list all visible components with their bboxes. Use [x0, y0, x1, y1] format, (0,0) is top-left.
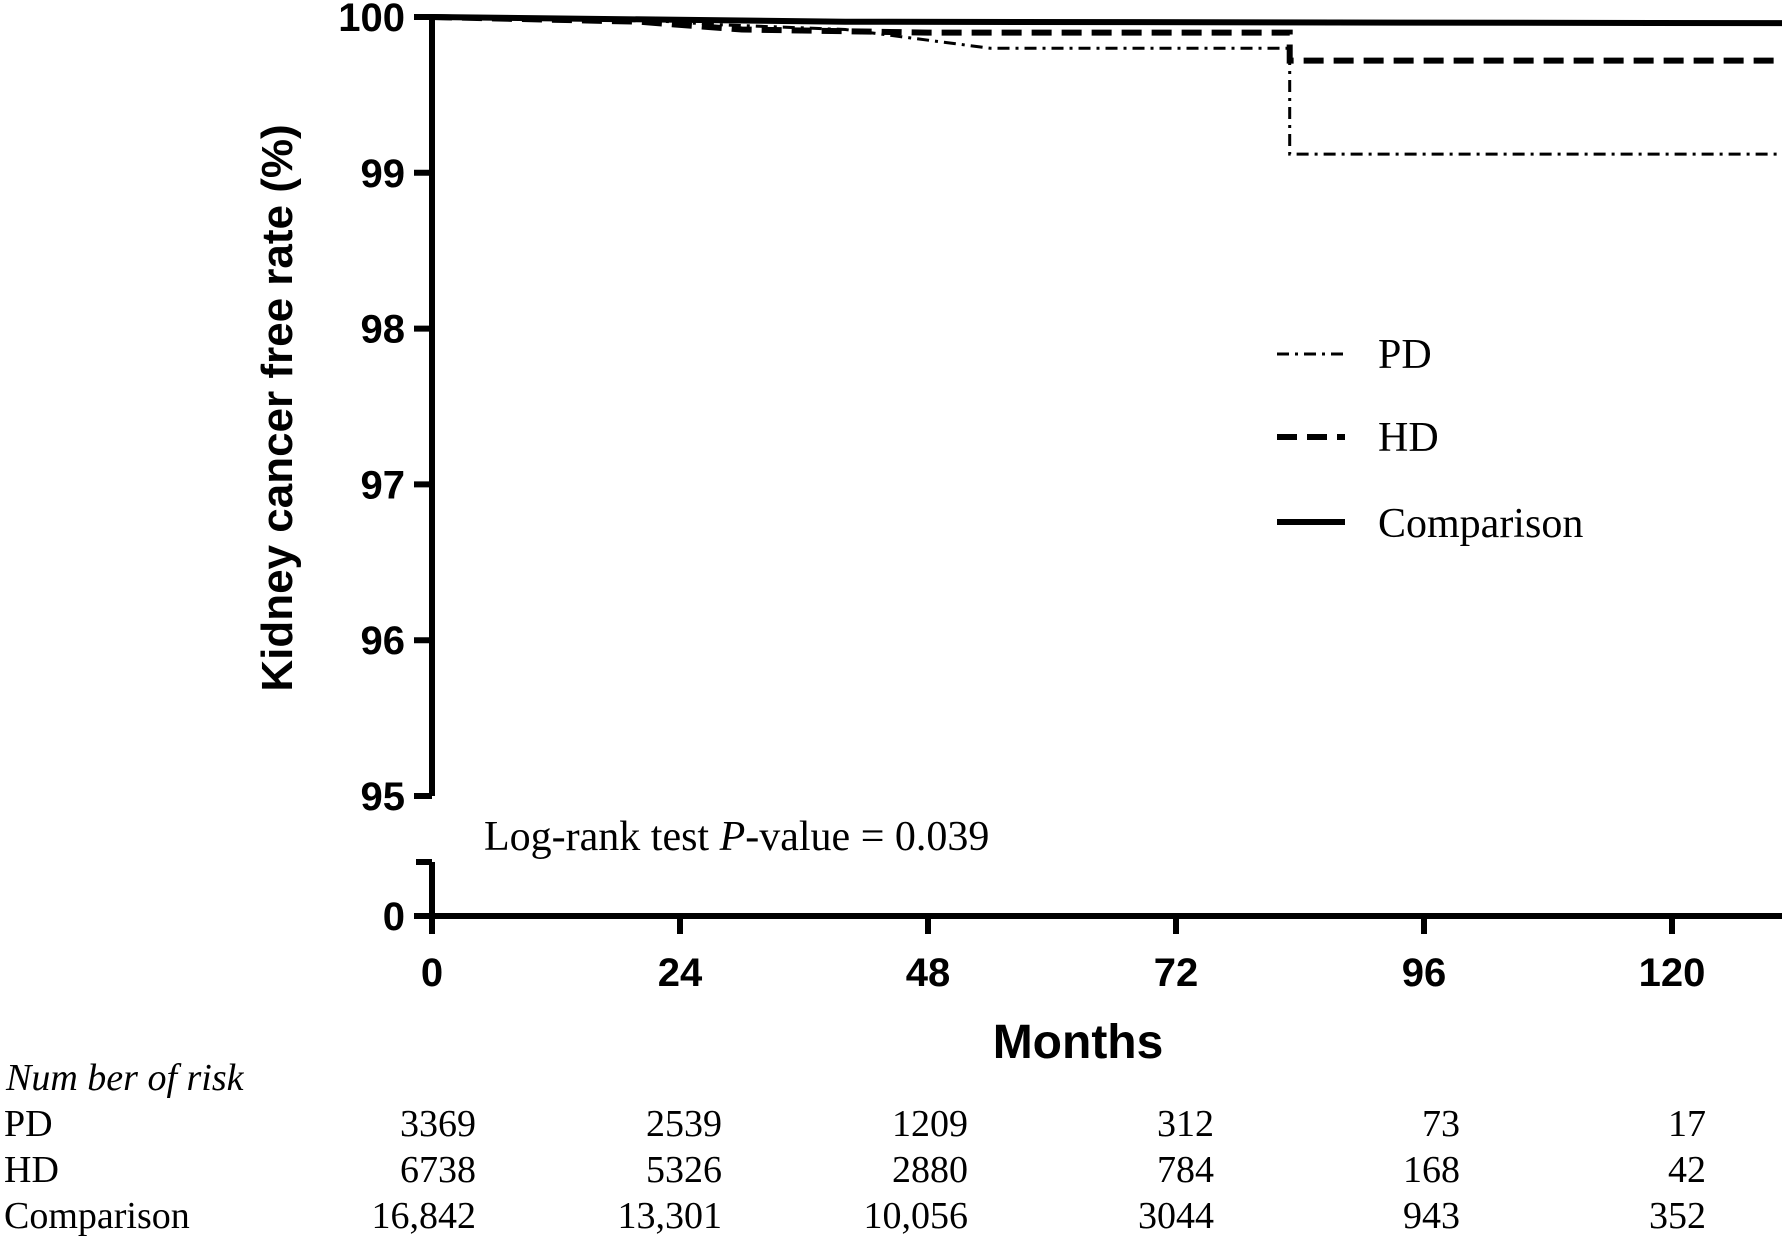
risk-cell: 352 [1649, 1195, 1706, 1237]
x-ticks: 0 24 48 72 96 120 [421, 916, 1706, 995]
risk-cell: 312 [1157, 1103, 1214, 1145]
legend-label-hd: HD [1378, 415, 1439, 461]
risk-cell: 943 [1403, 1195, 1460, 1237]
risk-cell: 2539 [646, 1103, 722, 1145]
legend-label-comparison: Comparison [1378, 501, 1583, 547]
series-line-comparison [431, 14, 1782, 27]
legend-label-pd: PD [1378, 332, 1432, 378]
annotation-suffix: -value = 0.039 [745, 814, 989, 860]
risk-cell: 2880 [892, 1149, 968, 1191]
series-line-pd [431, 15, 1782, 156]
risk-table-title: Num ber of risk [5, 1057, 245, 1099]
risk-cell: 3044 [1138, 1195, 1214, 1237]
axes [416, 14, 1782, 919]
x-tick-label: 120 [1639, 951, 1706, 995]
risk-cell: 42 [1668, 1149, 1706, 1191]
series-lines [431, 14, 1782, 156]
annotation-p-symbol: P [719, 814, 746, 860]
risk-cell: 168 [1403, 1149, 1460, 1191]
log-rank-annotation: Log-rank test P-value = 0.039 [484, 814, 989, 860]
x-tick-label: 0 [421, 951, 443, 995]
risk-cell: 1209 [892, 1103, 968, 1145]
risk-cell: 10,056 [864, 1195, 969, 1237]
y-tick-label: 98 [361, 308, 406, 352]
risk-cell: 6738 [400, 1149, 476, 1191]
x-tick-label: 96 [1402, 951, 1447, 995]
y-tick-label: 99 [361, 152, 406, 196]
risk-cell: 16,842 [372, 1195, 477, 1237]
annotation-prefix: Log-rank test [484, 814, 720, 860]
y-axis-title: Kidney cancer free rate (%) [253, 124, 302, 691]
series-line-hd [431, 14, 1782, 64]
x-tick-label: 24 [658, 951, 703, 995]
risk-row-label: Comparison [4, 1195, 190, 1237]
risk-cell: 17 [1668, 1103, 1706, 1145]
legend: PD HD Comparison [1277, 332, 1583, 547]
y-ticks: 95 96 97 98 99 100 0 [338, 0, 432, 939]
x-tick-label: 48 [906, 951, 951, 995]
risk-cell: 73 [1422, 1103, 1460, 1145]
y-tick-label: 97 [361, 463, 406, 507]
y-tick-label: 100 [338, 0, 405, 40]
x-tick-label: 72 [1154, 951, 1199, 995]
risk-row-label: PD [4, 1103, 53, 1145]
y-tick-label: 95 [361, 775, 406, 819]
risk-cell: 13,301 [618, 1195, 723, 1237]
x-axis-title: Months [993, 1016, 1164, 1069]
y-tick-label: 96 [361, 619, 406, 663]
risk-cell: 3369 [400, 1103, 476, 1145]
risk-table: Num ber of risk PD 3369 2539 1209 312 73 17 HD 6… [4, 1057, 1706, 1237]
y-tick-label-zero: 0 [383, 895, 405, 939]
risk-cell: 5326 [646, 1149, 722, 1191]
risk-cell: 784 [1157, 1149, 1214, 1191]
risk-row-label: HD [4, 1149, 59, 1191]
